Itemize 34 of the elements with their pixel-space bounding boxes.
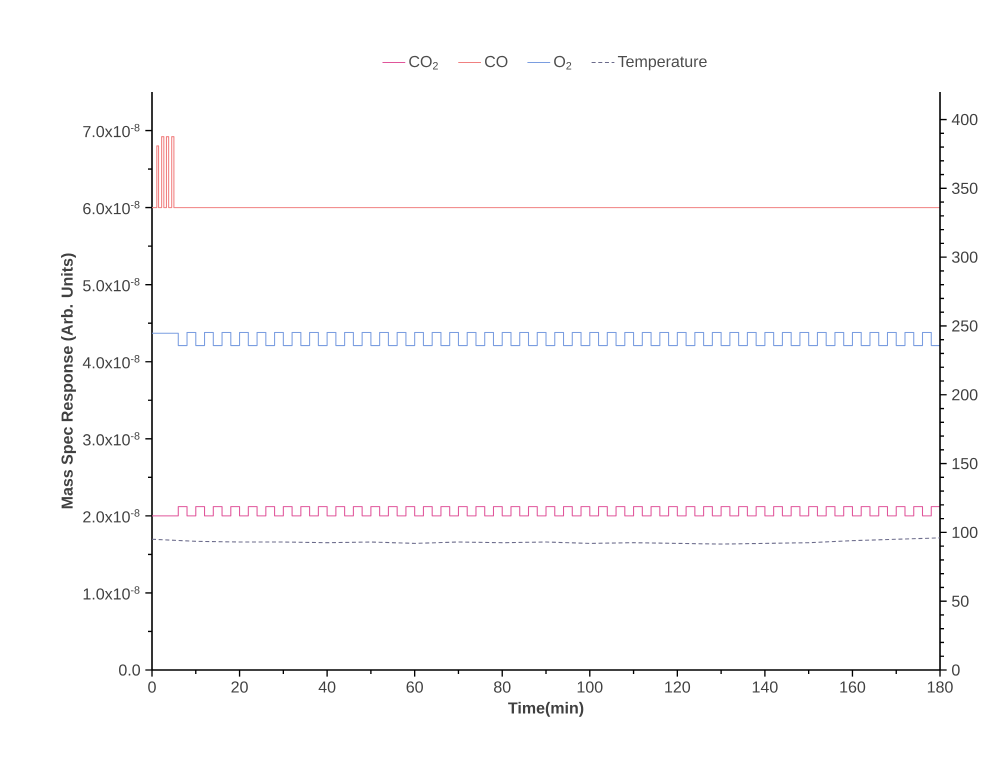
legend-label: CO	[485, 56, 508, 68]
x-tick-label: 160	[840, 681, 866, 693]
y-tick-label: 1.0x10$^{-8}$	[84, 586, 140, 600]
x-tick-label: 0	[148, 681, 156, 693]
line-series	[152, 537, 940, 545]
legend-label: Temperature	[618, 56, 707, 70]
y-tick-label: 3.0x10$^{-8}$	[83, 432, 140, 446]
y2-tick-label: 300	[952, 251, 978, 263]
x-tick-label: 40	[318, 681, 336, 693]
y-tick-label: 4.0x10$^{-8}$	[82, 355, 140, 368]
x-tick-label: 100	[578, 681, 603, 693]
y-tick-label: 7.0x10$^{-8}$	[83, 124, 140, 138]
x-tick-label: 140	[752, 681, 778, 693]
y2-tick-label: 250	[952, 320, 978, 332]
y-axis-title: Mass Spec Response (Arb. Units)	[61, 254, 76, 508]
y2-tick-label: 200	[952, 389, 978, 400]
y2-tick-label: 0	[952, 664, 960, 676]
y-tick-label: 0.0	[119, 664, 140, 676]
x-tick-label: 60	[406, 681, 423, 693]
legend-label: O$_{2}$	[554, 56, 572, 70]
y2-tick-label: 400	[952, 114, 978, 126]
y2-tick-label: 50	[952, 596, 969, 607]
y-tick-label: 2.0x10$^{-8}$	[83, 509, 140, 523]
x-tick-label: 120	[665, 681, 690, 693]
y-tick-label: 6.0x10$^{-8}$	[83, 200, 140, 214]
legend-label: CO$_{2}$	[409, 56, 438, 70]
y2-tick-label: 100	[952, 526, 978, 538]
x-axis-title: Time(min)	[508, 702, 584, 717]
x-tick-label: 80	[494, 681, 511, 693]
y2-tick-label: 350	[952, 182, 978, 194]
x-tick-label: 180	[928, 681, 953, 693]
y2-tick-label: 150	[952, 458, 978, 470]
y-tick-label: 5.0x10$^{-8}$	[83, 278, 140, 292]
x-tick-label: 20	[231, 681, 248, 693]
